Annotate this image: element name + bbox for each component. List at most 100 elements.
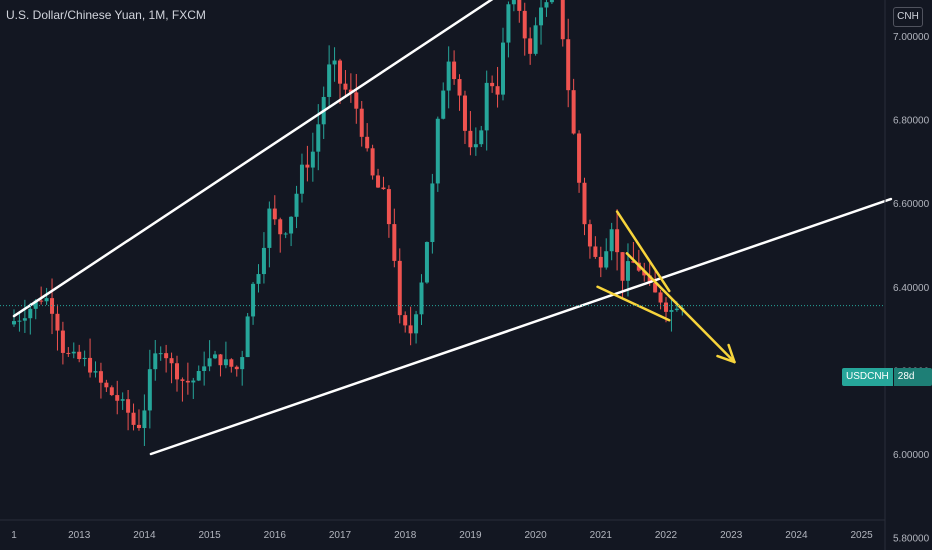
currency-label[interactable]: CNH xyxy=(893,7,923,27)
candle-body xyxy=(370,148,375,176)
candle-body xyxy=(240,357,245,370)
candle-body xyxy=(229,359,234,367)
candle-body xyxy=(17,320,22,322)
x-tick-label: 2015 xyxy=(198,530,221,541)
y-tick-label: 6.40000 xyxy=(893,283,930,294)
candle-body xyxy=(473,144,478,148)
candle-body xyxy=(207,358,212,367)
candle-body xyxy=(577,133,582,183)
candle-body xyxy=(511,0,516,5)
candle-body xyxy=(517,0,522,11)
x-tick-label: 2017 xyxy=(329,530,352,541)
candle-body xyxy=(261,247,266,275)
trend-line-wedge-bottom[interactable] xyxy=(596,285,671,322)
candle-body xyxy=(533,25,538,54)
x-tick-label: 1 xyxy=(11,530,17,541)
candle-body xyxy=(501,42,505,95)
candles xyxy=(12,0,685,446)
candle-body xyxy=(549,0,554,3)
candle-body xyxy=(566,39,571,91)
candle-body xyxy=(191,380,196,383)
candle-body xyxy=(180,379,185,381)
candle-body xyxy=(22,318,27,321)
candle-body xyxy=(338,60,342,84)
trend-line-lower-channel[interactable] xyxy=(149,197,893,456)
candle-body xyxy=(397,260,402,316)
candle-body xyxy=(631,261,636,263)
candle-body xyxy=(560,0,565,40)
candle-body xyxy=(528,38,533,54)
last-price-tag: USDCNH 28d 3h xyxy=(842,368,932,386)
candle-body xyxy=(147,369,152,411)
candle-body xyxy=(136,424,141,429)
candle-body xyxy=(484,82,489,131)
trend-line-upper-channel[interactable] xyxy=(12,0,891,318)
candle-body xyxy=(354,92,359,109)
candle-body xyxy=(82,357,87,360)
candle-body xyxy=(310,151,315,168)
trend-line-wedge-top[interactable] xyxy=(615,210,671,293)
x-tick-label: 2025 xyxy=(850,530,873,541)
x-tick-label: 2021 xyxy=(590,530,613,541)
candle-body xyxy=(495,86,500,95)
candle-body xyxy=(386,189,391,225)
candle-body xyxy=(506,4,511,43)
candle-body xyxy=(582,182,587,225)
candle-body xyxy=(278,219,283,235)
candle-body xyxy=(185,380,190,383)
candle-body xyxy=(33,300,38,309)
candle-body xyxy=(109,387,114,396)
x-tick-label: 2018 xyxy=(394,530,417,541)
candle-body xyxy=(446,61,451,91)
candle-body xyxy=(77,351,82,360)
candle-body xyxy=(104,382,109,388)
trend-lines xyxy=(12,0,893,456)
candle-body xyxy=(658,292,663,303)
candle-body xyxy=(587,224,592,247)
price-tag-countdown: 28d 3h xyxy=(892,368,932,386)
candle-body xyxy=(642,270,647,276)
candle-body xyxy=(213,354,218,359)
y-tick-label: 6.80000 xyxy=(893,116,930,127)
candle-body xyxy=(598,256,603,268)
candle-body xyxy=(674,308,679,311)
x-tick-label: 2014 xyxy=(133,530,156,541)
candle-body xyxy=(245,316,250,358)
x-tick-label: 2013 xyxy=(68,530,91,541)
candle-body xyxy=(435,118,440,184)
candle-body xyxy=(267,208,272,248)
candle-body xyxy=(88,357,93,373)
candle-body xyxy=(403,315,408,326)
candle-body xyxy=(299,164,304,194)
projection-arrow-shaft[interactable] xyxy=(625,252,736,364)
candle-body xyxy=(664,302,668,312)
candle-body xyxy=(234,366,239,370)
candle-body xyxy=(196,371,201,381)
candle-body xyxy=(392,224,397,261)
candle-body xyxy=(202,366,207,372)
candle-body xyxy=(251,283,256,317)
candle-body xyxy=(169,358,174,364)
projection-arrow-head-right xyxy=(716,354,736,364)
candle-body xyxy=(490,82,495,87)
candle-body xyxy=(544,2,549,8)
candle-body xyxy=(305,164,310,168)
x-axis[interactable]: 1 2013 2014 2015 2016 2017 2018 2019 2020 2021 202… xyxy=(0,519,885,541)
candle-body xyxy=(39,300,44,302)
candle-body xyxy=(522,10,527,39)
candle-body xyxy=(164,353,169,359)
candle-body xyxy=(615,229,620,253)
candle-body xyxy=(126,399,131,413)
y-tick-label: 6.00000 xyxy=(893,450,930,461)
candle-body xyxy=(359,108,364,137)
candle-body xyxy=(419,282,424,315)
x-tick-label: 2016 xyxy=(264,530,287,541)
candle-body xyxy=(218,354,223,366)
candle-body xyxy=(289,216,294,234)
candle-body xyxy=(131,412,136,425)
candle-body xyxy=(414,314,419,334)
y-tick-label: 6.60000 xyxy=(893,199,930,210)
candle-body xyxy=(60,330,65,353)
candle-body xyxy=(272,208,277,220)
